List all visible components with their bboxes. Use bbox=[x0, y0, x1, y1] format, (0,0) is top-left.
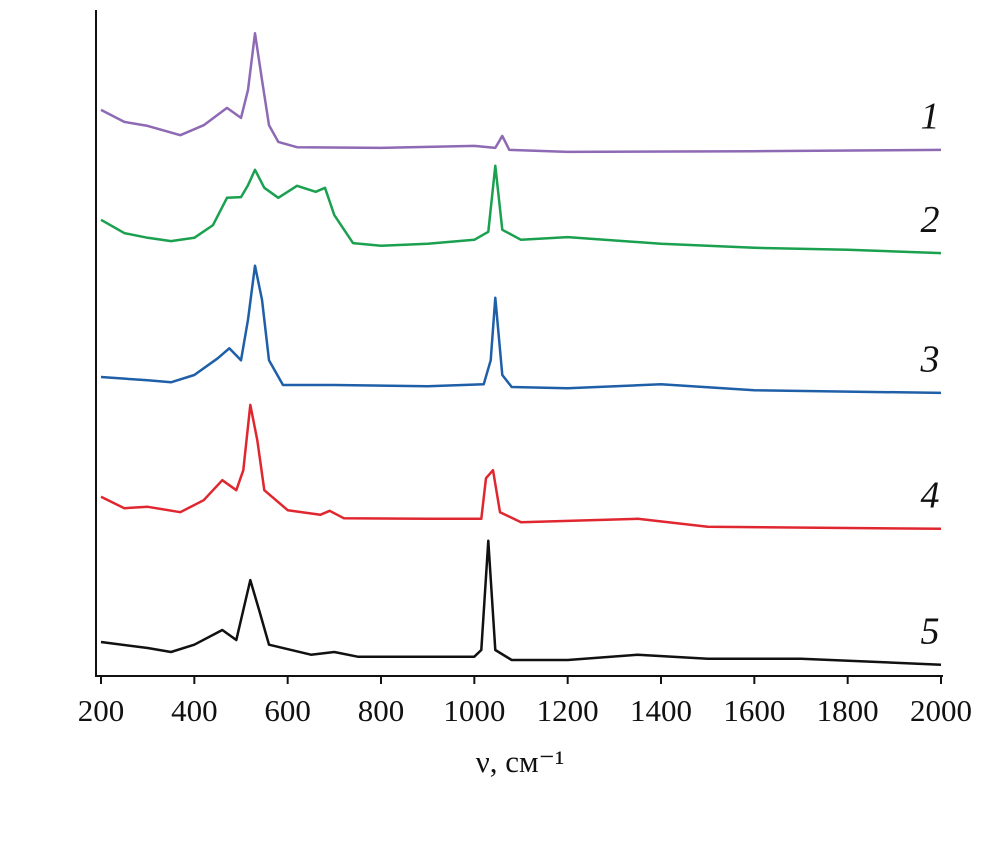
spectrum-line bbox=[100, 539, 942, 666]
spectrum-line bbox=[100, 32, 942, 154]
x-tick-label: 1400 bbox=[630, 693, 692, 728]
spectrum-line bbox=[100, 264, 942, 395]
series-label: 1 bbox=[921, 96, 940, 138]
x-tick-label: 1000 bbox=[443, 693, 505, 728]
x-tick-label: 200 bbox=[78, 693, 125, 728]
x-tick-label: 600 bbox=[264, 693, 311, 728]
x-tick-label: 800 bbox=[358, 693, 405, 728]
series-label: 5 bbox=[921, 610, 940, 652]
series-label: 4 bbox=[921, 475, 940, 517]
x-tick-label: 400 bbox=[171, 693, 218, 728]
x-axis-label: ν, см⁻¹ bbox=[476, 744, 565, 779]
x-tick-label: 1200 bbox=[537, 693, 599, 728]
spectrum-line bbox=[100, 164, 942, 255]
x-tick-label: 1800 bbox=[817, 693, 879, 728]
series-label: 3 bbox=[920, 339, 940, 381]
spectrum-line bbox=[100, 403, 942, 531]
x-tick-label: 1600 bbox=[723, 693, 785, 728]
x-tick-label: 2000 bbox=[910, 693, 972, 728]
series-label: 2 bbox=[921, 199, 940, 241]
